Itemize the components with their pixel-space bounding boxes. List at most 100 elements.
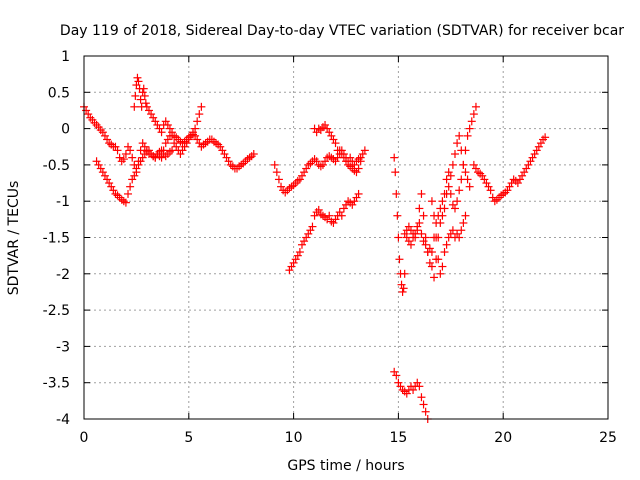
data-point <box>541 133 550 142</box>
data-point <box>308 222 317 231</box>
data-point <box>524 160 533 169</box>
data-point <box>188 128 197 137</box>
data-point <box>354 189 363 198</box>
data-point <box>325 211 334 220</box>
data-point <box>331 215 340 224</box>
x-tick-label: 20 <box>494 430 512 446</box>
data-point <box>478 171 487 180</box>
data-point <box>404 237 413 246</box>
data-point <box>453 139 462 148</box>
data-point <box>172 142 181 151</box>
data-point <box>237 160 246 169</box>
data-point <box>448 226 457 235</box>
data-point <box>415 204 424 213</box>
data-point <box>163 120 172 129</box>
x-tick-label: 0 <box>80 430 89 446</box>
data-point <box>415 218 424 227</box>
data-point <box>163 150 172 159</box>
data-point <box>293 176 302 185</box>
data-point <box>155 147 164 156</box>
data-point <box>482 179 491 188</box>
data-point <box>339 150 348 159</box>
data-point <box>134 77 143 86</box>
data-point <box>400 387 409 396</box>
y-tick-label: -1 <box>56 194 70 210</box>
data-point <box>417 393 426 402</box>
data-point <box>436 269 445 278</box>
data-point <box>421 407 430 416</box>
data-point <box>325 128 334 137</box>
y-tick-label: -4 <box>56 412 70 428</box>
data-point <box>161 117 170 126</box>
y-tick-label: -2.5 <box>43 303 70 319</box>
y-tick-label: -1.5 <box>43 231 70 247</box>
data-point <box>455 131 464 140</box>
data-point <box>304 160 313 169</box>
x-tick-label: 10 <box>285 430 303 446</box>
data-point <box>459 218 468 227</box>
data-point <box>331 157 340 166</box>
data-point <box>490 197 499 206</box>
data-point <box>131 91 140 100</box>
data-point <box>197 102 206 111</box>
data-point <box>503 186 512 195</box>
data-point <box>82 106 91 115</box>
data-point <box>442 240 451 249</box>
data-point <box>155 124 164 133</box>
data-point <box>329 135 338 144</box>
data-point <box>176 150 185 159</box>
data-point <box>157 128 166 137</box>
data-point <box>306 226 315 235</box>
data-point <box>277 182 286 191</box>
data-point <box>142 102 151 111</box>
data-point <box>492 195 501 204</box>
data-point <box>182 139 191 148</box>
data-point <box>149 113 158 122</box>
data-point <box>300 168 309 177</box>
data-point <box>402 389 411 398</box>
data-point <box>394 378 403 387</box>
data-point <box>404 222 413 231</box>
data-point <box>98 128 107 137</box>
plot-frame <box>83 55 609 420</box>
data-point <box>436 204 445 213</box>
data-point <box>457 226 466 235</box>
data-point <box>421 233 430 242</box>
data-point <box>302 233 311 242</box>
data-point <box>316 162 325 171</box>
data-point <box>113 191 122 200</box>
data-point <box>505 182 514 191</box>
data-point <box>520 168 529 177</box>
data-point <box>430 211 439 220</box>
data-point <box>165 147 174 156</box>
data-point <box>94 160 103 169</box>
data-point <box>191 124 200 133</box>
data-point <box>136 95 145 104</box>
data-point <box>96 164 105 173</box>
data-point <box>138 153 147 162</box>
data-point <box>168 131 177 140</box>
data-point <box>172 133 181 142</box>
data-point <box>132 168 141 177</box>
data-point <box>86 113 95 122</box>
data-point <box>161 139 170 148</box>
data-point <box>352 193 361 202</box>
data-point <box>314 124 323 133</box>
data-point <box>128 175 137 184</box>
data-point <box>140 142 149 151</box>
data-point <box>530 150 539 159</box>
data-point <box>409 233 418 242</box>
data-point <box>130 102 139 111</box>
data-point <box>111 189 120 198</box>
data-point <box>399 284 408 293</box>
data-point <box>113 146 122 155</box>
x-tick-label: 5 <box>184 430 193 446</box>
data-point <box>450 204 459 213</box>
data-point <box>98 168 107 177</box>
data-point <box>312 157 321 166</box>
data-point <box>323 215 332 224</box>
data-point <box>142 147 151 156</box>
data-point <box>465 182 474 191</box>
data-point <box>391 168 400 177</box>
data-point <box>281 188 290 197</box>
